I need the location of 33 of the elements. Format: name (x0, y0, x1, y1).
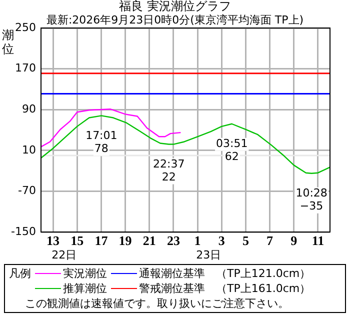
x-tick-label: 13 (46, 233, 60, 248)
x-tick-label: 17 (94, 233, 108, 248)
annotation: 10:28 −35 (296, 186, 328, 213)
y-tick-label: -70 (18, 184, 36, 198)
y-axis-title: 潮位 (2, 28, 14, 56)
y-tick-label: 90 (22, 102, 36, 116)
x-tick-label: 23 (166, 233, 180, 248)
text: この観測値は速報値です。取り扱いにご注意下さい。 (24, 296, 290, 311)
text: 22日 (52, 248, 77, 262)
chart-title: 福良 実況潮位グラフ (119, 0, 231, 14)
chart-subtitle: 最新:2026年9月23日0時0分(東京湾平均海面 TP上) (46, 13, 304, 26)
x-tick-label: 15 (70, 233, 84, 248)
x-tick-label: 19 (118, 233, 132, 248)
y-tick-label: 250 (15, 20, 36, 34)
x-tick-label: 1 (194, 233, 201, 248)
legend-label: 通報潮位基準 （TP上121.0cm） (138, 266, 312, 281)
x-tick-label: 9 (290, 233, 298, 248)
x-tick-label: 7 (266, 233, 274, 248)
y-tick-label: 10 (22, 143, 36, 156)
x-tick-label: 21 (142, 233, 156, 248)
x-tick-label: 3 (218, 233, 226, 248)
legend-label: 推算潮位 (62, 281, 108, 296)
legend-label: 実況潮位 (62, 266, 108, 281)
text: 23日 (196, 248, 222, 262)
legend-title: 凡例 (8, 266, 32, 281)
legend-label: 警戒潮位基準 （TP上161.0cm） (138, 281, 312, 296)
x-tick-label: 11 (312, 233, 324, 248)
y-tick-label: 170 (15, 62, 36, 75)
x-tick-label: 5 (242, 233, 250, 248)
annotation: 22:37 22 (152, 158, 185, 184)
annotation: 17:01 78 (86, 129, 118, 156)
annotation: 03:51 62 (216, 137, 248, 164)
y-tick-label: -150 (11, 224, 36, 238)
